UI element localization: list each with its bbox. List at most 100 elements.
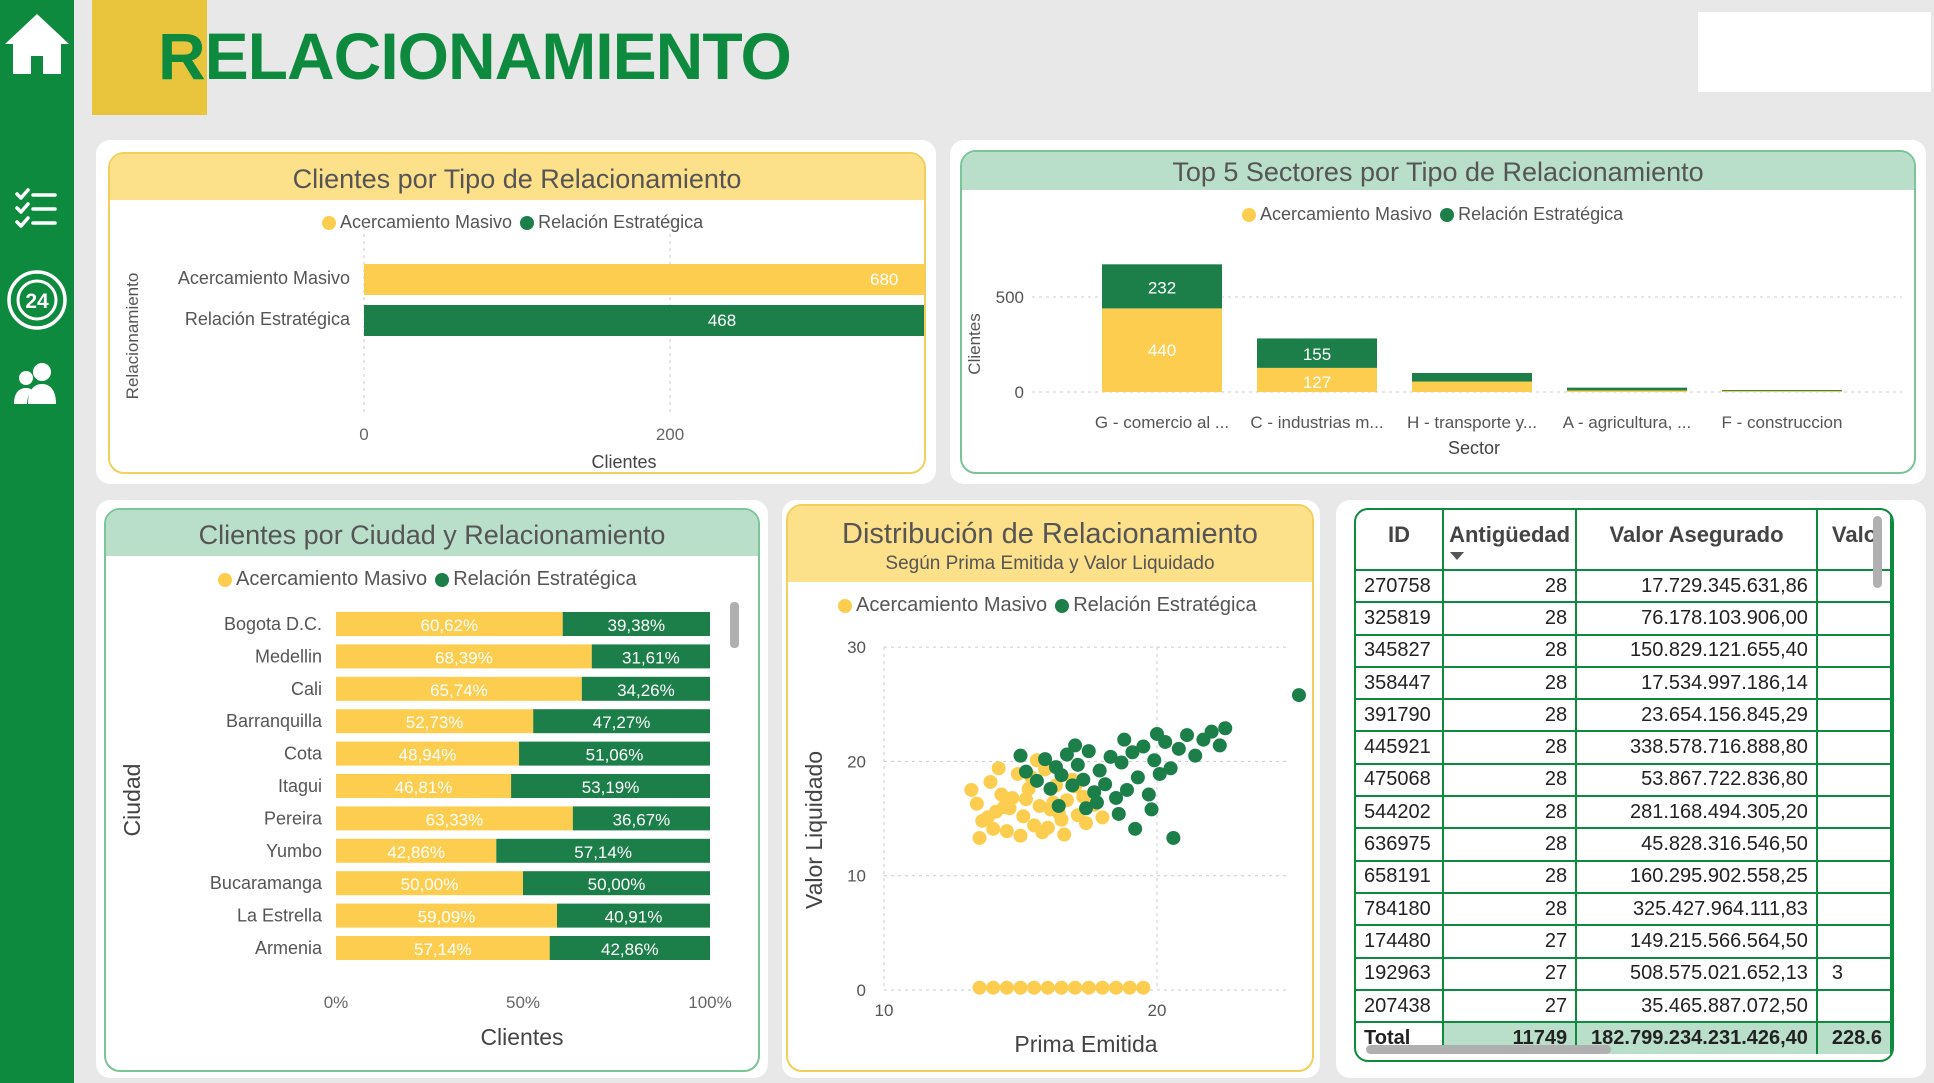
chart-distribucion: 0 10 20 30 10 20 Prima Emitida Valor Liquidado xyxy=(801,638,1306,1057)
data-label: 47,27% xyxy=(593,713,651,732)
table-row[interactable]: 658191 28 160.295.902.558,25 xyxy=(1356,860,1892,894)
point-masivo xyxy=(1040,820,1055,835)
cell-id: 658191 xyxy=(1356,860,1445,894)
point-estrategica xyxy=(1065,778,1080,793)
col-header-valor-asegurado[interactable]: Valor Asegurado xyxy=(1576,510,1818,571)
data-label: 65,74% xyxy=(430,681,488,700)
cell-valor-asegurado: 45.828.316.546,50 xyxy=(1576,828,1818,862)
point-masivo xyxy=(969,796,984,811)
table-row[interactable]: 636975 28 45.828.316.546,50 xyxy=(1356,828,1892,862)
checklist-icon[interactable] xyxy=(0,188,74,232)
bar-masivo xyxy=(1722,391,1842,392)
card-distribucion: Distribución de Relacionamiento Según Pr… xyxy=(782,500,1320,1078)
point-estrategica xyxy=(1171,741,1186,756)
point-estrategica xyxy=(1128,821,1143,836)
chart-legend: Acercamiento Masivo Relación Estratégica xyxy=(322,212,703,233)
city-label: Cota xyxy=(284,744,323,764)
data-label: 63,33% xyxy=(426,810,484,829)
bar-masivo xyxy=(1412,381,1532,392)
table-row[interactable]: 174480 27 149.215.566.564,50 xyxy=(1356,925,1892,959)
bar xyxy=(364,305,924,336)
table-row[interactable]: 391790 28 23.654.156.845,29 xyxy=(1356,699,1892,733)
table-row[interactable]: 544202 28 281.168.494.305,20 xyxy=(1356,796,1892,830)
point-estrategica xyxy=(1212,738,1227,753)
city-label: Armenia xyxy=(255,938,323,958)
data-table-container[interactable]: ID Antigüedad Valor Asegurado Valo 27075… xyxy=(1354,508,1894,1062)
chart-header: Distribución de Relacionamiento Según Pr… xyxy=(788,506,1312,582)
chart-legend: Acercamiento Masivo Relación Estratégica xyxy=(218,568,637,591)
table-row[interactable]: 345827 28 150.829.121.655,40 xyxy=(1356,634,1892,668)
y-tick-label: 0 xyxy=(857,981,866,1000)
home-icon[interactable] xyxy=(0,10,74,78)
bar-masivo xyxy=(1567,390,1687,392)
col-header-id[interactable]: ID xyxy=(1356,510,1445,571)
bar-estrategica xyxy=(562,612,710,636)
data-label: 50,00% xyxy=(588,875,646,894)
cell-valor-cut xyxy=(1816,666,1892,701)
cell-id: 391790 xyxy=(1356,699,1445,733)
horizontal-scrollbar[interactable] xyxy=(1366,1045,1611,1054)
cell-valor-cut xyxy=(1816,763,1892,798)
point-masivo xyxy=(999,824,1014,839)
bar-masivo xyxy=(336,871,523,896)
table-row[interactable]: 445921 28 338.578.716.888,80 xyxy=(1356,731,1892,765)
data-label: 60,62% xyxy=(421,616,479,635)
table-row[interactable]: 358447 28 17.534.997.186,14 xyxy=(1356,666,1892,701)
cell-valor-cut xyxy=(1816,699,1892,733)
cell-valor-asegurado: 150.829.121.655,40 xyxy=(1576,634,1818,668)
point-masivo xyxy=(1027,980,1042,995)
point-masivo xyxy=(1057,827,1072,842)
point-masivo xyxy=(964,782,979,797)
table-row[interactable]: 207438 27 35.465.887.072,50 xyxy=(1356,989,1892,1024)
table-row[interactable]: 784180 28 325.427.964.111,83 xyxy=(1356,892,1892,927)
cell-valor-asegurado: 182.799.234.231.426,40 xyxy=(1576,1022,1818,1055)
bar-masivo xyxy=(336,774,512,798)
point-masivo xyxy=(983,774,998,789)
data-label: 50,00% xyxy=(401,875,459,894)
data-label: 155 xyxy=(1303,345,1331,364)
point-masivo xyxy=(999,980,1014,995)
cell-id: 325819 xyxy=(1356,602,1445,636)
data-label: 51,06% xyxy=(586,746,644,765)
cell-valor-asegurado: 17.534.997.186,14 xyxy=(1576,666,1818,701)
table-row[interactable]: 325819 28 76.178.103.906,00 xyxy=(1356,602,1892,636)
table-total-row[interactable]: Total 11749 182.799.234.231.426,40 228.6 xyxy=(1356,1022,1892,1055)
col-header-antiguedad[interactable]: Antigüedad xyxy=(1443,510,1578,571)
bar-estrategica xyxy=(533,709,710,734)
table-row[interactable]: 475068 28 53.867.722.836,80 xyxy=(1356,763,1892,798)
cell-antiguedad: 28 xyxy=(1443,796,1578,830)
table-row[interactable]: 192963 27 508.575.021.652,13 3 xyxy=(1356,957,1892,991)
cell-id: 358447 xyxy=(1356,666,1445,701)
bar-estrategica xyxy=(1102,264,1222,309)
cell-antiguedad: 27 xyxy=(1443,957,1578,991)
cell-id: 270758 xyxy=(1356,570,1445,604)
data-label: 57,14% xyxy=(414,940,472,959)
category-label: Relación Estratégica xyxy=(185,309,351,329)
cell-antiguedad: 28 xyxy=(1443,892,1578,927)
users-icon[interactable] xyxy=(0,360,74,408)
x-tick-label: 0% xyxy=(324,993,349,1012)
city-label: Yumbo xyxy=(266,841,322,861)
bar-masivo xyxy=(336,709,534,734)
vertical-scrollbar[interactable] xyxy=(1873,516,1882,588)
card-ciudad: Clientes por Ciudad y Relacionamiento Ac… xyxy=(96,500,768,1078)
legend-estrategica: Relación Estratégica xyxy=(1055,594,1257,617)
chart-top5-sectores: 0 500 440 232 G - comercio al ... 127 155 C - i… xyxy=(965,264,1902,458)
cell-valor-asegurado: 508.575.021.652,13 xyxy=(1576,957,1818,991)
bar-masivo xyxy=(336,903,557,928)
category-label: F - construccion xyxy=(1722,413,1843,432)
chart-title: Top 5 Sectores por Tipo de Relacionamien… xyxy=(962,152,1914,190)
cell-valor-cut xyxy=(1816,989,1892,1024)
point-masivo xyxy=(1095,980,1110,995)
bar-estrategica xyxy=(1567,387,1687,391)
logo-placeholder xyxy=(1698,12,1931,92)
24h-service-icon[interactable]: 24 xyxy=(0,268,74,332)
panel-top5-sectores: Top 5 Sectores por Tipo de Relacionamien… xyxy=(960,150,1916,474)
y-axis-title: Clientes xyxy=(965,313,984,374)
city-label: Pereira xyxy=(264,808,323,828)
chart-clientes-tipo: 0200400600Acercamiento Masivo680Relación… xyxy=(123,220,924,472)
point-estrategica xyxy=(1070,757,1085,772)
y-axis-title: Ciudad xyxy=(119,764,145,837)
table-row[interactable]: 270758 28 17.729.345.631,86 xyxy=(1356,570,1892,604)
cell-valor-cut xyxy=(1816,892,1892,927)
